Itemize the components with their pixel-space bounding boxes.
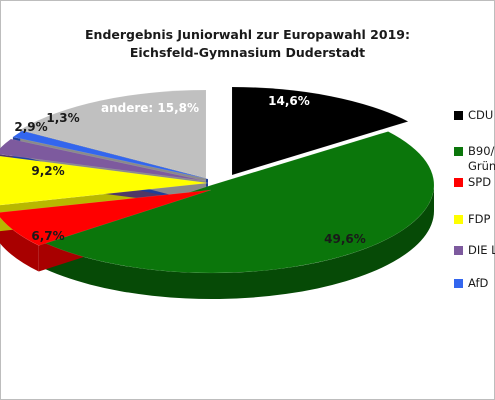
legend-swatch-4 (454, 246, 463, 255)
pie-slice-4 (0, 138, 207, 182)
pie-data-label-6: andere: 15,8% (101, 101, 199, 115)
chart-title-line1: Endergebnis Juniorwahl zur Europawahl 20… (85, 27, 410, 42)
legend-item-0: CDU (454, 108, 493, 123)
legend-item-2: SPD (454, 175, 491, 190)
pie-tops (0, 86, 435, 274)
legend-swatch-0 (454, 111, 463, 120)
legend-swatch-1 (454, 147, 463, 156)
pie-data-label-2: 6,7% (31, 229, 64, 243)
legend-label-3: FDP (468, 212, 491, 226)
legend-item-4: DIE L (454, 243, 495, 258)
pie-slice-2 (0, 189, 212, 246)
pie-data-label-0: 14,6% (268, 94, 310, 108)
pie-data-label-4: 2,9% (14, 120, 47, 134)
pie-slice-6 (19, 89, 207, 179)
pie-side-2 (0, 217, 39, 272)
pie-data-label-5: 1,3% (46, 111, 79, 125)
pie-slice-0 (231, 86, 409, 176)
chart-title-line2: Eichsfeld-Gymnasium Duderstadt (129, 45, 366, 60)
legend-swatch-5 (454, 279, 463, 288)
legend-label-5: AfD (468, 276, 489, 290)
legend-item-5: AfD (454, 276, 488, 291)
legend-label-0: CDU (468, 108, 494, 122)
legend-swatch-3 (454, 215, 463, 224)
legend-label-2: SPD (468, 175, 492, 189)
pie-slice-5 (12, 130, 209, 180)
pie-slice-1 (39, 131, 435, 274)
legend-swatch-2 (454, 178, 463, 187)
pie-data-label-3: 9,2% (31, 164, 64, 178)
pie-data-label-1: 49,6% (324, 232, 366, 246)
legend-item-1: B90/ Grün (454, 144, 495, 174)
chart-title: Endergebnis Juniorwahl zur Europawahl 20… (0, 26, 495, 62)
pie-side-1 (39, 185, 434, 300)
legend-label-1: B90/ Grün (468, 144, 495, 173)
pie-slice-3 (0, 155, 209, 206)
legend-item-3: FDP (454, 212, 490, 227)
legend-label-4: DIE L (468, 243, 495, 257)
